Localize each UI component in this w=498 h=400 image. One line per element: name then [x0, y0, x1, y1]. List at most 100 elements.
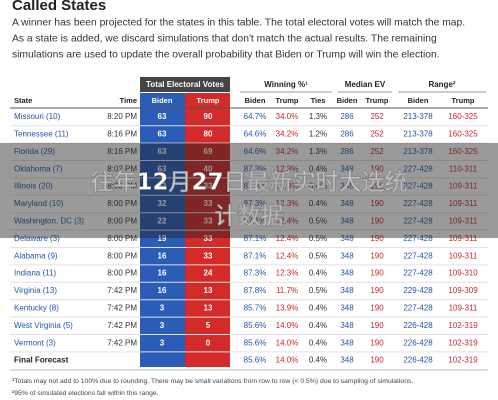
column-header: Ties: [311, 96, 326, 105]
cell: 190: [370, 304, 384, 313]
cell: 348: [340, 182, 354, 191]
cell: 12.3%: [276, 164, 299, 173]
cell: 12.3%: [276, 182, 299, 191]
cell: 0.4%: [309, 164, 327, 173]
cell: 8:16 PM: [107, 147, 137, 156]
cell: 0.4%: [309, 356, 327, 365]
cell: 213-378: [403, 112, 433, 121]
cell: 13.9%: [276, 304, 299, 313]
cell: 102-319: [448, 321, 478, 330]
cell: 87.3%: [244, 269, 267, 278]
cell: 190: [370, 164, 384, 173]
group-header: Total Electoral Votes: [146, 80, 224, 89]
cell: 160-325: [448, 147, 478, 156]
cell: 0.5%: [309, 251, 327, 260]
cell: 22: [158, 217, 167, 226]
cell: Oklahoma (7): [14, 164, 63, 173]
cell: 3: [160, 321, 165, 330]
cell: 160-325: [448, 130, 478, 139]
cell: Illinois (20): [14, 182, 53, 191]
cell: 109-311: [449, 182, 478, 191]
cell: 286: [340, 112, 354, 121]
cell: 190: [370, 251, 384, 260]
cell: 226-428: [403, 356, 433, 365]
cell: 63: [158, 112, 167, 121]
cell: 7:42 PM: [107, 321, 137, 330]
cell: 14.0%: [276, 356, 299, 365]
cell: 227-428: [403, 199, 433, 208]
column-header: Biden: [408, 96, 429, 105]
cell: 5: [206, 321, 211, 330]
cell: 213-378: [403, 130, 433, 139]
cell: 110-311: [449, 164, 478, 173]
cell: 227-428: [403, 269, 433, 278]
cell: 12.4%: [276, 217, 299, 226]
column-header: Time: [120, 96, 137, 105]
cell: 69: [204, 147, 213, 156]
cell: 90: [204, 112, 213, 121]
cell: 16: [158, 269, 167, 278]
cell: 1.2%: [309, 130, 327, 139]
cell: 190: [370, 321, 384, 330]
group-header: Median EV: [345, 80, 386, 89]
cell: Kentucky (8): [14, 304, 59, 313]
column-header: Biden: [245, 96, 266, 105]
cell: 87.3%: [244, 182, 267, 191]
group-header: Winning %¹: [264, 80, 308, 89]
footnote: ²95% of simulated elections fall within …: [12, 390, 159, 397]
cell: 0.4%: [309, 269, 327, 278]
column-header: Trump: [197, 96, 220, 105]
cell: 226-428: [403, 338, 433, 347]
cell: Virginia (13): [14, 286, 57, 295]
cell: 0.5%: [309, 286, 327, 295]
cell: 286: [340, 130, 354, 139]
cell: 14.0%: [276, 321, 299, 330]
cell: Alabama (9): [14, 251, 58, 260]
cell: Delaware (3): [14, 234, 60, 243]
cell: 16: [158, 286, 167, 295]
cell: 8:00 PM: [107, 269, 137, 278]
cell: 109-311: [449, 199, 478, 208]
final-label: Final Forecast: [14, 356, 69, 365]
group-header: Range²: [428, 80, 455, 89]
cell: 33: [204, 182, 213, 191]
cell: 64.7%: [244, 112, 267, 121]
intro-line: As a state is added, we discard simulati…: [12, 34, 437, 45]
cell: 7:42 PM: [107, 286, 137, 295]
cell: 40: [204, 164, 213, 173]
overlay-band: [0, 143, 498, 238]
cell: 348: [340, 321, 354, 330]
cell: 0.4%: [309, 304, 327, 313]
cell: 109-309: [448, 286, 478, 295]
cell: 190: [370, 338, 384, 347]
intro-line: A winner has been projected for the stat…: [12, 18, 465, 29]
cell: 80: [204, 130, 213, 139]
cell: 24: [204, 269, 213, 278]
cell: 7:42 PM: [107, 304, 137, 313]
cell: 286: [340, 147, 354, 156]
cell: 32: [158, 199, 167, 208]
cell: 12.4%: [276, 234, 299, 243]
intro-line: simulations are used to update the overa…: [12, 50, 440, 61]
overlay-title: 计数据: [215, 204, 284, 230]
cell: 348: [340, 251, 354, 260]
cell: 8:16 PM: [107, 130, 137, 139]
cell: 0.4%: [309, 199, 327, 208]
cell: Maryland (10): [14, 199, 64, 208]
cell: 34.2%: [276, 130, 299, 139]
cell: 85.7%: [244, 304, 267, 313]
cell: 33: [204, 234, 213, 243]
cell: 63: [158, 147, 167, 156]
cell: 102-319: [448, 356, 478, 365]
cell: 16: [158, 251, 167, 260]
cell: 0.5%: [309, 234, 327, 243]
cell: 33: [204, 199, 213, 208]
cell: 8:02 PM: [107, 164, 137, 173]
cell: 87.3%: [244, 164, 267, 173]
cell: 8:00 PM: [107, 251, 137, 260]
cell: 1.3%: [309, 147, 327, 156]
cell: 227-428: [403, 304, 433, 313]
cell: 13: [204, 304, 213, 313]
cell: 19: [158, 234, 167, 243]
cell: 87.8%: [244, 286, 267, 295]
